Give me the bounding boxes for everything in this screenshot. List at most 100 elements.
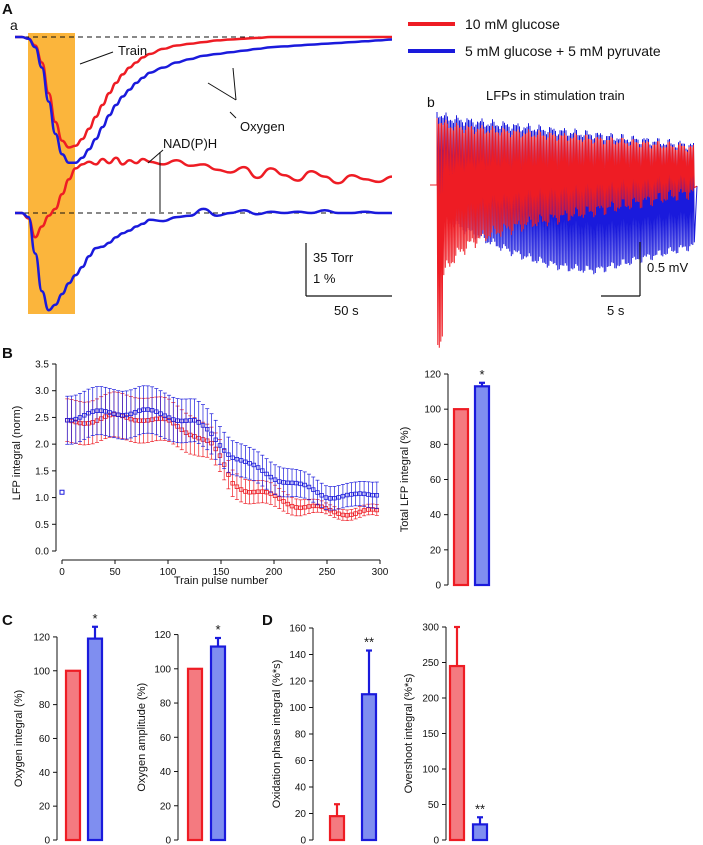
data-point <box>281 480 286 485</box>
data-point <box>213 437 218 442</box>
bar-red <box>64 669 82 842</box>
data-point <box>124 412 129 418</box>
chart-C-amplitude: 0 20 40 60 80 100 120 Oxygen amplitude (%) * <box>136 622 227 845</box>
legend-label-red: 10 mM glucose <box>465 16 560 32</box>
oxygen-pointer-blue <box>232 67 237 101</box>
data-point <box>370 492 375 498</box>
train-pointer <box>79 51 114 65</box>
data-point <box>175 418 180 423</box>
bar-ytick-label: 40 <box>160 767 172 778</box>
chart-Aa: Train Oxygen NAD(P)H 35 Torr 1 % 50 s <box>15 33 393 318</box>
data-point <box>234 484 240 489</box>
oxygen-pointer-stem <box>229 111 237 119</box>
data-point <box>90 409 95 414</box>
bar-red <box>452 408 470 587</box>
bar-blue <box>473 385 491 587</box>
bar-ytick-label: 150 <box>422 729 439 740</box>
data-point <box>264 471 269 477</box>
panel-label-C: C <box>2 612 13 629</box>
bar-ytick-label: 120 <box>33 632 50 643</box>
bar-ytick-label: 80 <box>430 440 442 451</box>
data-point <box>238 458 244 463</box>
data-point <box>277 479 282 484</box>
annotation-oxygen: Oxygen <box>240 119 285 134</box>
oxygen-trace-blue <box>15 35 393 165</box>
data-point <box>226 472 231 477</box>
bar-blue <box>209 645 227 842</box>
bar-ytick-label: 0 <box>433 836 439 845</box>
data-point <box>171 417 176 422</box>
significance-marker: * <box>479 367 484 382</box>
data-point <box>99 408 104 413</box>
annotation-nadph: NAD(P)H <box>163 136 217 151</box>
data-point <box>196 420 201 425</box>
data-point <box>82 413 87 418</box>
bar-ytick-label: 60 <box>39 734 51 745</box>
data-point <box>260 468 265 473</box>
bar-ytick-label: 100 <box>289 703 306 714</box>
legend: 10 mM glucose 5 mM glucose + 5 mM pyruva… <box>408 16 661 59</box>
data-point-first <box>59 489 65 495</box>
data-point <box>132 410 138 415</box>
data-point <box>285 501 290 507</box>
bar-ytick-label: 60 <box>430 475 442 486</box>
nadph-pointer-red <box>147 149 164 164</box>
ab-title: LFPs in stimulation train <box>486 88 625 103</box>
bar-ytick-label: 0 <box>435 581 441 592</box>
stimulus-train-band <box>28 33 75 314</box>
data-point <box>158 411 163 416</box>
data-point <box>251 462 257 468</box>
bar-ytick-label: 80 <box>160 699 172 710</box>
bar-ytick-label: 100 <box>424 405 441 416</box>
data-point <box>162 413 168 418</box>
bar-ytick-label: 80 <box>39 700 51 711</box>
chart-C-integral: 0 20 40 60 80 100 120 Oxygen integral (%) * <box>13 611 104 845</box>
bs-xlabel: Train pulse number <box>174 575 269 587</box>
data-point <box>323 495 329 500</box>
data-point <box>306 484 312 490</box>
data-point <box>115 412 121 417</box>
data-point <box>298 505 303 511</box>
bar-ytick-label: 120 <box>424 370 441 381</box>
data-point <box>289 503 295 509</box>
bar-ytick-label: 60 <box>295 756 307 767</box>
data-point <box>340 493 346 499</box>
data-point <box>302 482 307 488</box>
bar-red <box>186 667 204 842</box>
data-point <box>306 504 312 509</box>
bs-xtick-label: 0 <box>59 567 65 578</box>
ab-scalebar-mv: 0.5 mV <box>647 260 689 275</box>
data-point <box>353 491 358 497</box>
bar-ytick-label: 20 <box>295 809 307 820</box>
bar-ytick-label: 20 <box>430 545 442 556</box>
data-point <box>298 481 303 487</box>
legend-label-blue: 5 mM glucose + 5 mM pyruvate <box>465 43 661 59</box>
data-point <box>260 489 265 494</box>
data-point <box>315 490 320 495</box>
bar-ylabel: Oxygen integral (%) <box>13 690 25 787</box>
bar-ytick-label: 20 <box>160 801 172 812</box>
bar-ytick-label: 60 <box>160 733 172 744</box>
bar-ytick-label: 20 <box>39 802 51 813</box>
data-point <box>77 415 83 420</box>
bar-ytick-label: 160 <box>289 624 306 635</box>
data-point <box>366 492 371 497</box>
data-point <box>166 415 172 420</box>
bs-xtick-label: 200 <box>266 567 283 578</box>
data-point <box>226 452 231 457</box>
panel-label-D: D <box>262 612 273 629</box>
data-point <box>86 410 91 416</box>
data-point <box>294 505 299 510</box>
bar-ylabel: Total LFP integral (%) <box>399 427 411 533</box>
data-point <box>349 492 354 497</box>
bar-ylabel: Oxidation phase integral (%*s) <box>271 660 283 809</box>
bar-red <box>328 815 346 842</box>
aa-scalebar-percent: 1 % <box>313 271 336 286</box>
bar-blue <box>471 823 489 842</box>
data-point <box>94 408 100 413</box>
data-point <box>247 461 252 466</box>
nadph-trace-red <box>15 156 393 239</box>
data-point <box>137 408 142 413</box>
data-point <box>103 409 108 414</box>
